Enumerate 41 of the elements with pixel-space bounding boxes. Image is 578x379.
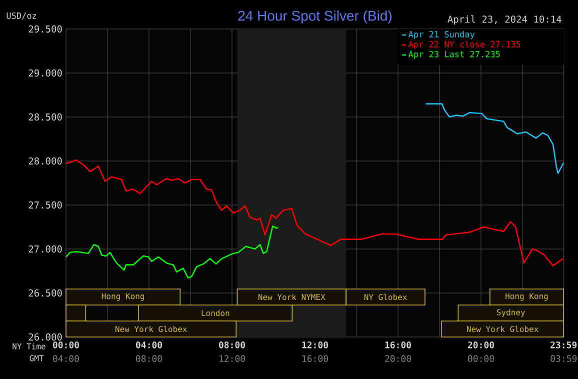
y-tick-label: 26.500 — [28, 289, 62, 297]
chart-subtitle: April 23, 2024 10:14 — [448, 15, 562, 25]
x-tick-label: 00:00 — [52, 342, 80, 348]
y-tick-label: 27.000 — [28, 245, 62, 253]
y-tick-label: 28.000 — [28, 157, 62, 165]
x2-tick-label: 00:00 — [468, 355, 494, 362]
chart-title: 24 Hour Spot Silver (Bid) — [238, 10, 392, 24]
band-label: Sydney — [496, 309, 526, 317]
x-tick-label: 08:00 — [218, 342, 246, 348]
x2-tick-label: 03:59 — [550, 355, 577, 362]
x2-axis-title: GMT — [30, 355, 44, 362]
band-label: Hong Kong — [102, 293, 144, 301]
y-tick-label: 27.500 — [28, 201, 62, 209]
band-label: NY Globex — [364, 294, 407, 300]
legend-label: Apr 22 NY close 27.135 — [408, 40, 520, 50]
y-tick-label: 28.500 — [28, 113, 62, 121]
line-series — [425, 103, 564, 174]
band-label: London — [202, 310, 230, 316]
x-tick-label: 12:00 — [302, 342, 328, 348]
legend-label: Apr 23 Last 27.235 — [408, 50, 500, 60]
band-label: Hong Kong — [506, 293, 548, 301]
y-axis-title: USD/oz — [6, 12, 36, 20]
band-label: New York Globex — [116, 326, 187, 332]
y-tick-label: 29.500 — [28, 25, 62, 33]
y-tick-label: 29.000 — [28, 69, 62, 77]
x2-tick-label: 20:00 — [385, 355, 411, 362]
x-tick-label: 23:59 — [550, 342, 577, 348]
legend-label: Apr 21 Sunday — [408, 30, 475, 40]
line-series — [65, 159, 564, 266]
x2-tick-label: 16:00 — [302, 355, 328, 362]
x-tick-label: 16:00 — [385, 342, 412, 348]
band-label: New York NYMEX — [258, 294, 326, 300]
line-series — [65, 225, 279, 279]
x2-tick-label: 08:00 — [136, 355, 162, 362]
x2-tick-label: 04:00 — [53, 355, 79, 362]
x-tick-label: 04:00 — [136, 342, 162, 348]
band-label: New York Globex — [467, 326, 538, 332]
x-tick-label: 20:00 — [468, 342, 494, 348]
x-axis-title: NY Time — [12, 343, 46, 350]
x2-tick-label: 12:00 — [220, 355, 245, 362]
y-tick-label: 26.000 — [28, 333, 62, 341]
